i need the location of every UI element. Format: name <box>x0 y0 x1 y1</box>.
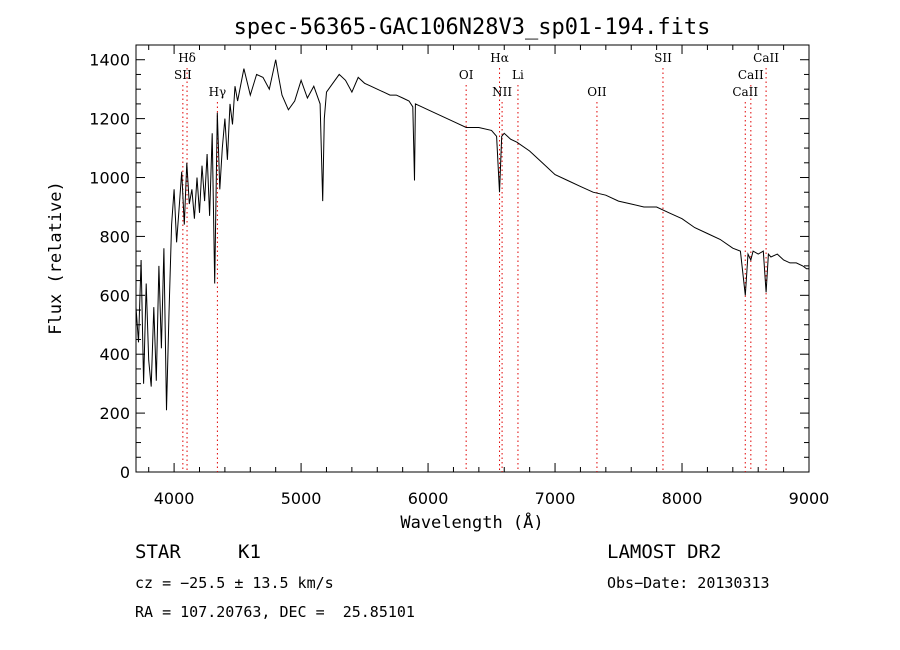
spectral-line-label: OI <box>459 68 474 82</box>
spectral-line-label: Hγ <box>209 85 227 99</box>
y-tick-label: 1400 <box>89 51 130 70</box>
redshift-info: cz = −25.5 ± 13.5 km/s <box>135 574 334 592</box>
object-class: STAR <box>135 541 181 563</box>
object-subclass: K1 <box>238 541 261 563</box>
x-tick-label: 9000 <box>789 489 830 508</box>
spectral-line-label: CaII <box>738 68 764 82</box>
spectral-line-label: CaII <box>753 51 779 65</box>
x-tick-label: 5000 <box>281 489 322 508</box>
spectrum-line <box>135 59 809 411</box>
spectral-line-label: CaII <box>732 85 758 99</box>
y-axis-label: Flux (relative) <box>46 181 66 335</box>
x-tick-label: 8000 <box>662 489 703 508</box>
x-tick-label: 6000 <box>408 489 449 508</box>
x-axis-label: Wavelength (Å) <box>400 511 543 533</box>
spectral-line-label: Hδ <box>178 51 196 65</box>
y-tick-label: 0 <box>120 463 130 482</box>
plot-frame <box>135 44 810 473</box>
y-axis: 0 200 400 600 800 1000 1200 1400 <box>89 44 809 482</box>
y-tick-label: 1000 <box>89 169 130 188</box>
x-tick-label: 7000 <box>535 489 576 508</box>
spectral-line-label: SII <box>654 51 672 65</box>
spectral-line-label: Li <box>512 68 524 82</box>
coordinates-info: RA = 107.20763, DEC = 25.85101 <box>135 603 415 621</box>
y-tick-label: 1200 <box>89 110 130 129</box>
spectral-line-label: Hα <box>490 51 509 65</box>
x-tick-label: 4000 <box>154 489 195 508</box>
y-tick-label: 600 <box>99 286 130 305</box>
y-tick-label: 800 <box>99 227 130 246</box>
survey-name: LAMOST DR2 <box>607 541 722 563</box>
x-axis: 4000 5000 6000 7000 8000 9000 <box>148 45 830 508</box>
line-markers <box>182 68 767 472</box>
y-tick-label: 200 <box>99 404 130 423</box>
y-tick-label: 400 <box>99 345 130 364</box>
obs-date: Obs−Date: 20130313 <box>607 574 770 592</box>
spectral-line-label: OII <box>587 85 607 99</box>
chart-title: spec-56365-GAC106N28V3_sp01-194.fits <box>234 15 711 40</box>
spectral-line-label: NII <box>492 85 512 99</box>
spectral-line-label: SII <box>174 68 192 82</box>
